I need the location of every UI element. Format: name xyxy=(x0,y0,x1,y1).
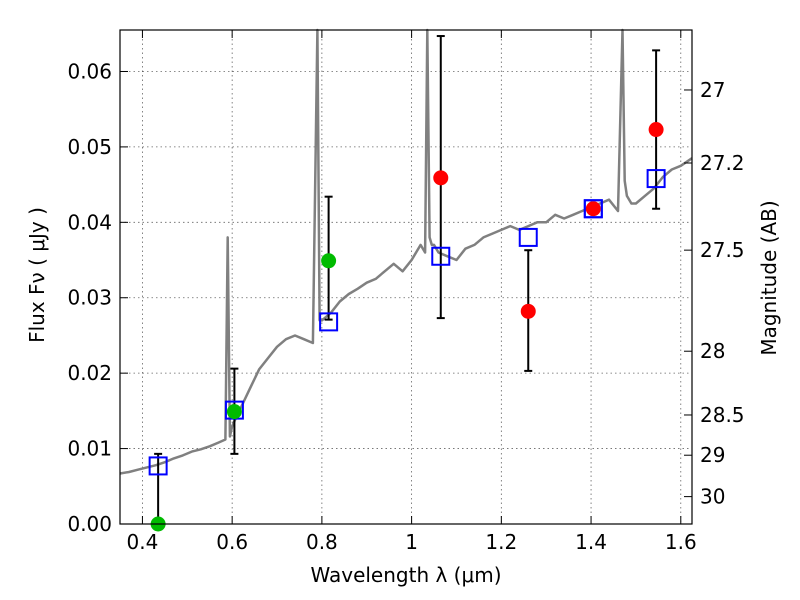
x-tick-label: 0.8 xyxy=(306,530,338,554)
y-tick-label: 0.01 xyxy=(67,437,112,461)
y-tick-label: 0.02 xyxy=(67,361,112,385)
x-tick-label: 1.4 xyxy=(575,530,607,554)
right-tick-label: 27.2 xyxy=(700,151,745,175)
x-tick-label: 1 xyxy=(405,530,418,554)
right-tick-label: 28 xyxy=(700,339,725,363)
x-tick-label: 1.6 xyxy=(665,530,697,554)
model-box xyxy=(148,456,168,476)
y-tick-label: 0.00 xyxy=(67,512,112,536)
photometry-layer xyxy=(150,122,664,532)
y-tick-label: 0.04 xyxy=(67,210,112,234)
grid xyxy=(120,30,692,525)
x-tick-label: 0.6 xyxy=(216,530,248,554)
x-tick-label: 1.2 xyxy=(485,530,517,554)
x-tick-label: 0.4 xyxy=(127,530,159,554)
spectrum-layer xyxy=(119,28,693,475)
right-tick-label: 27 xyxy=(700,78,725,102)
observed-point xyxy=(648,122,664,138)
x-axis-label: Wavelength λ (μm) xyxy=(310,563,501,587)
right-tick-label: 27.5 xyxy=(700,238,745,262)
model-box xyxy=(319,312,339,332)
y-tick-label: 0.05 xyxy=(67,135,112,159)
model-box-overlay xyxy=(583,199,603,219)
observed-point xyxy=(520,303,536,319)
right-tick-label: 29 xyxy=(700,443,725,467)
y-tick-label: 0.03 xyxy=(67,286,112,310)
model-box xyxy=(646,169,666,189)
y-tick-label: 0.06 xyxy=(67,59,112,83)
errorbar-layer xyxy=(154,35,661,524)
model-box xyxy=(431,246,451,266)
tick-layer: 0.4 0.6 0.8 1 1.2 1.4 1.6 0.00 0.01 0.02 0.03 0.04 0… xyxy=(67,30,745,554)
detection-point xyxy=(226,404,242,420)
right-tick-label: 28.5 xyxy=(700,403,745,427)
plot-frame xyxy=(119,29,693,525)
observed-point xyxy=(433,170,449,186)
detection-point xyxy=(321,253,337,269)
y-axis-label: Flux Fν ( μJy ) xyxy=(25,207,49,343)
right-tick-label: 30 xyxy=(700,485,725,509)
spectrum-line xyxy=(119,28,693,475)
observed-point xyxy=(585,201,601,217)
model-box xyxy=(518,227,538,247)
right-axis-label: Magnitude (AB) xyxy=(757,200,781,355)
